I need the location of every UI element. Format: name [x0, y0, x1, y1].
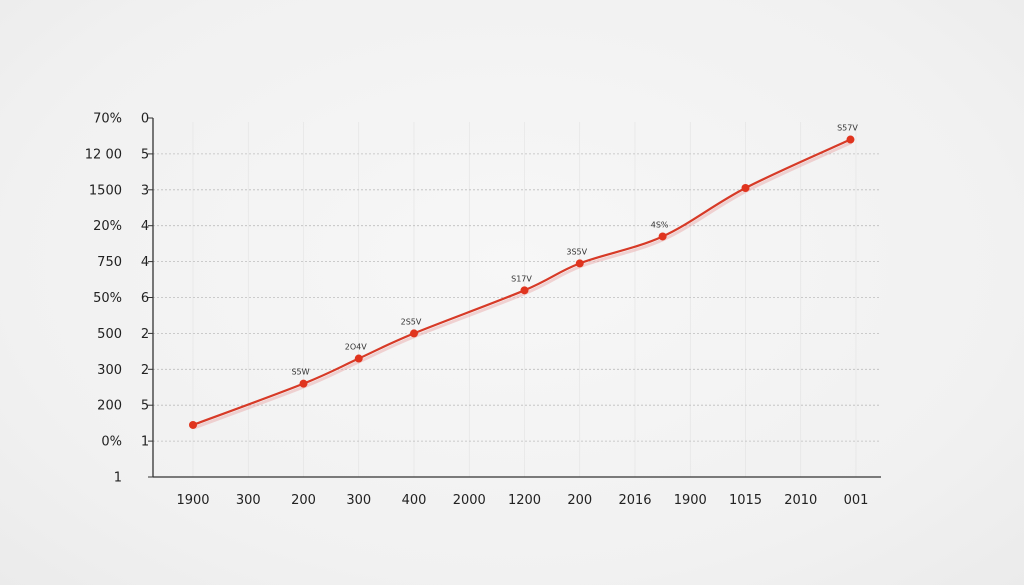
- y-tick-label-outer: 200: [97, 399, 122, 414]
- y-tick-label-outer: 12 00: [85, 147, 122, 162]
- y-tick-label-inner: 4: [141, 219, 149, 234]
- y-tick-label-outer: 500: [97, 327, 122, 342]
- y-tick-label-outer: 1500: [89, 183, 122, 198]
- data-labels: S5W 2O4V 2S5V S17V 3S5V 4S% S57V: [291, 124, 858, 377]
- y-tick-labels: 1 0% 1 200 5 300 2 500 2 50% 6 750 4 20% 4 1500 3 12 00 5 7…: [85, 112, 153, 486]
- x-tick-label: 200: [567, 493, 592, 508]
- data-label: 3S5V: [566, 247, 587, 256]
- y-tick-label-inner: 3: [141, 183, 149, 198]
- x-tick-label: 300: [346, 493, 371, 508]
- y-tick-label-inner: 4: [141, 255, 149, 270]
- y-tick-label-inner: 2: [141, 363, 149, 378]
- data-point: [575, 259, 584, 268]
- y-tick-label-outer: 20%: [93, 219, 122, 234]
- x-tick-label: 400: [402, 493, 427, 508]
- data-point: [410, 329, 418, 338]
- data-point: [658, 232, 667, 241]
- x-tick-label: 1200: [508, 493, 541, 508]
- data-points: [189, 135, 855, 429]
- y-tick-label-inner: 5: [141, 399, 149, 414]
- y-tick-label-outer: 300: [97, 363, 122, 378]
- data-label: 2S5V: [401, 317, 422, 326]
- data-label: 2O4V: [345, 343, 367, 352]
- x-tick-label: 2016: [618, 493, 651, 508]
- data-point: [520, 286, 529, 295]
- data-point: [189, 420, 197, 429]
- x-tick-label: 001: [844, 493, 869, 508]
- data-label: S57V: [837, 124, 858, 133]
- x-tick-label: 1015: [729, 493, 762, 508]
- y-tick-label-outer: 750: [97, 255, 122, 270]
- data-point: [741, 184, 750, 193]
- grid: [153, 122, 881, 477]
- y-tick-label-inner: 2: [141, 327, 149, 342]
- x-tick-label: 1900: [176, 493, 209, 508]
- y-tick-label-inner: 1: [141, 435, 149, 450]
- y-tick-label-inner: 5: [141, 147, 149, 162]
- y-tick-label-outer: 70%: [93, 112, 122, 127]
- x-tick-label: 2000: [453, 493, 486, 508]
- y-tick-label-inner: 0: [141, 112, 149, 127]
- x-tick-label: 2010: [784, 493, 817, 508]
- data-label: S17V: [511, 274, 532, 283]
- data-point: [846, 135, 855, 144]
- data-label: S5W: [291, 368, 309, 377]
- data-point: [354, 354, 363, 363]
- series-line: [191, 138, 853, 430]
- x-tick-label: 1900: [674, 493, 707, 508]
- y-tick-label-outer: 1: [114, 471, 122, 486]
- y-tick-label-outer: 0%: [101, 435, 122, 450]
- data-label: 4S%: [651, 220, 669, 229]
- y-tick-label-inner: 6: [141, 291, 149, 306]
- x-tick-labels: 1900 300 200 300 400 2000 1200 200 2016 1900 1015 2…: [176, 493, 868, 508]
- y-tick-label-outer: 50%: [93, 291, 122, 306]
- x-tick-label: 300: [236, 493, 261, 508]
- data-point: [299, 379, 308, 388]
- x-tick-label: 200: [291, 493, 316, 508]
